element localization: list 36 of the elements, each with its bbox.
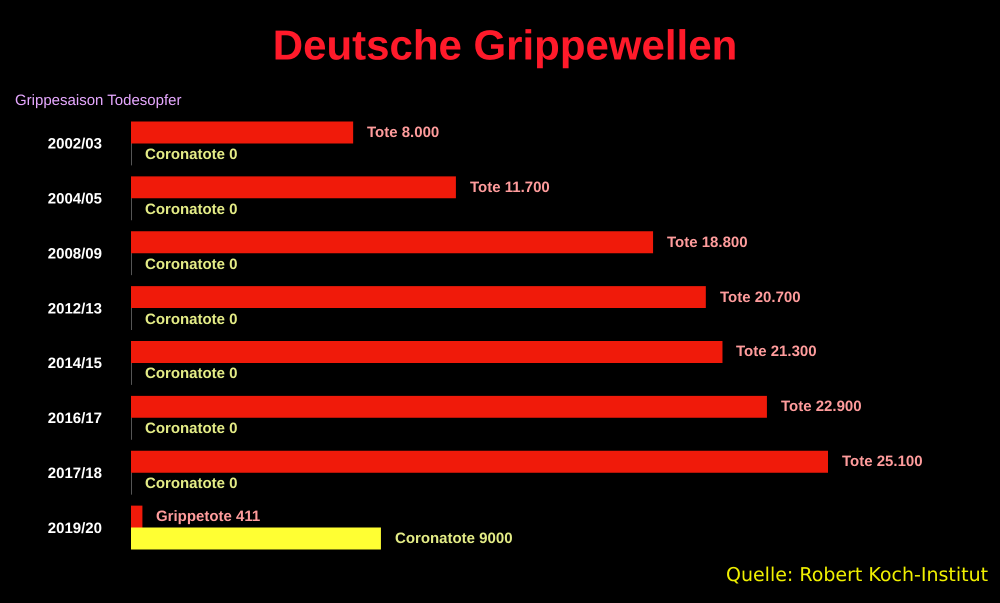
data-label: Tote 25.100: [842, 453, 923, 470]
y-tick-label: 2008/09: [48, 245, 102, 262]
y-tick-label: 2012/13: [48, 300, 102, 318]
bar: [131, 286, 706, 308]
data-label: Tote 18.800: [667, 234, 748, 251]
y-tick-label: 2002/03: [48, 136, 102, 153]
data-label: Coronatote 0: [145, 256, 238, 273]
bar: [131, 506, 142, 528]
data-label: Coronatote 0: [145, 311, 238, 328]
y-tick-label: 2016/17: [48, 410, 102, 428]
bar: [131, 121, 354, 144]
bar: [131, 450, 828, 473]
data-label: Tote 20.700: [720, 289, 801, 306]
bar: [131, 340, 722, 363]
data-label: Coronatote 0: [145, 475, 238, 492]
chart-title: Deutsche Grippewellen: [272, 22, 738, 69]
data-label: Tote 22.900: [781, 398, 862, 415]
data-label: Tote 21.300: [736, 343, 817, 360]
bar: [131, 396, 767, 418]
y-tick-label: 2004/05: [48, 190, 102, 208]
y-tick-label: 2014/15: [48, 355, 102, 372]
y-tick-label: 2019/20: [48, 520, 102, 537]
bar: [131, 231, 654, 254]
text: Grippesaison Todesopfer: [15, 92, 182, 109]
data-label: Tote 11.700: [470, 179, 550, 196]
data-label: Coronatote 0: [145, 365, 238, 382]
bar: [131, 176, 456, 198]
data-label: Tote 8.000: [367, 124, 440, 141]
source-note: Quelle: Robert Koch-Institut: [726, 564, 988, 586]
data-label: Coronatote 0: [145, 420, 238, 437]
data-label: Coronatote 9000: [395, 530, 513, 547]
y-tick-label: 2017/18: [48, 464, 102, 482]
data-label: Coronatote 0: [145, 146, 238, 163]
data-label: Grippetote 411: [156, 508, 260, 525]
data-label: Coronatote 0: [145, 201, 238, 218]
bar: [131, 528, 381, 550]
